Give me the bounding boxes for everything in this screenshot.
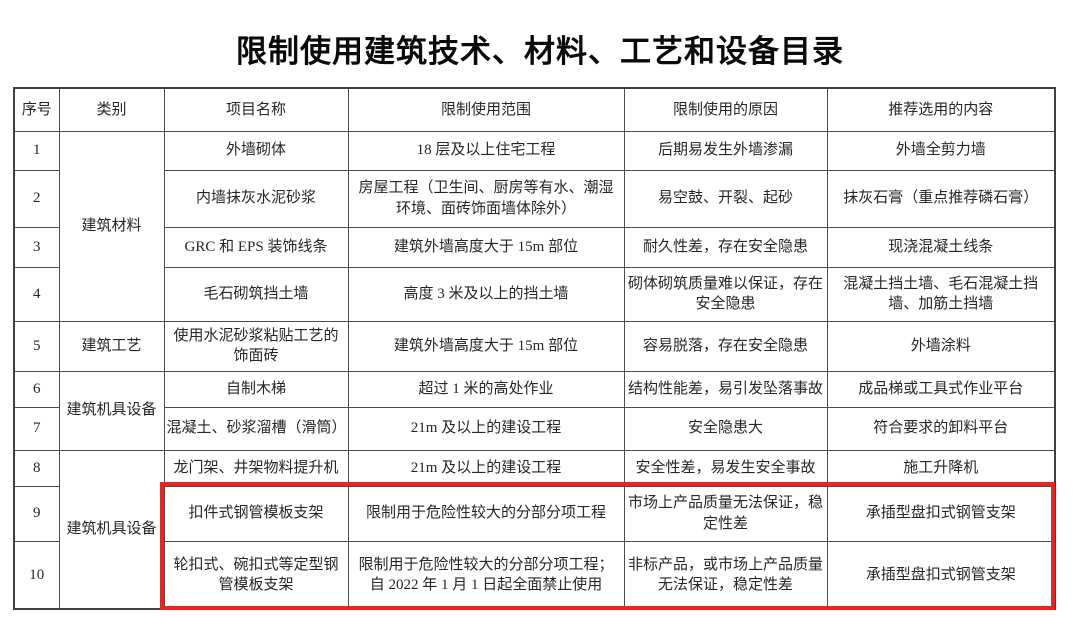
header-row: 序号 类别 项目名称 限制使用范围 限制使用的原因 推荐选用的内容: [13, 87, 1056, 132]
cell-item: 轮扣式、碗扣式等定型钢 管模板支架: [163, 540, 349, 610]
cell-item: 扣件式钢管模板支架: [163, 485, 349, 542]
cell-category-equipment-1: 建筑机具设备: [58, 370, 165, 451]
col-header-recommend: 推荐选用的内容: [826, 87, 1056, 132]
cell-no: 2: [13, 169, 60, 228]
cell-reason: 后期易发生外墙渗漏: [623, 130, 828, 171]
cell-scope: 18 层及以上住宅工程: [347, 130, 625, 171]
table-row: 7 混凝土、砂浆溜槽（滑筒） 21m 及以上的建设工程 安全隐患大 符合要求的卸…: [13, 406, 1056, 451]
cell-recommend: 现浇混凝土线条: [826, 226, 1056, 268]
cell-item: 混凝土、砂浆溜槽（滑筒）: [163, 406, 349, 451]
table-row: 2 内墙抹灰水泥砂浆 房屋工程（卫生间、厨房等有水、潮湿 环境、面砖饰面墙体除外…: [13, 169, 1056, 228]
cell-no: 6: [13, 370, 60, 408]
cell-no: 5: [13, 320, 60, 372]
cell-item: 毛石砌筑挡土墙: [163, 266, 349, 322]
cell-reason: 结构性能差，易引发坠落事故: [623, 370, 828, 408]
table-row: 1 建筑材料 外墙砌体 18 层及以上住宅工程 后期易发生外墙渗漏 外墙全剪力墙: [13, 130, 1056, 322]
cell-no: 10: [13, 540, 60, 610]
cell-no: 8: [13, 449, 60, 487]
cell-reason: 非标产品，或市场上产品质量 无法保证，稳定性差: [623, 540, 828, 610]
cell-reason: 安全隐患大: [623, 406, 828, 451]
cell-reason: 容易脱落，存在安全隐患: [623, 320, 828, 372]
cell-reason: 耐久性差，存在安全隐患: [623, 226, 828, 268]
table-row: 6 建筑机具设备 自制木梯 超过 1 米的高处作业 结构性能差，易引发坠落事故 …: [13, 370, 1056, 451]
cell-item: GRC 和 EPS 装饰线条: [163, 226, 349, 268]
cell-item: 外墙砌体: [163, 130, 349, 171]
cell-reason: 市场上产品质量无法保证，稳 定性差: [623, 485, 828, 542]
cell-recommend: 混凝土挡土墙、毛石混凝土挡 墙、加筋土挡墙: [826, 266, 1056, 322]
cell-recommend: 外墙涂料: [826, 320, 1056, 372]
cell-scope: 限制用于危险性较大的分部分项工程； 自 2022 年 1 月 1 日起全面禁止使…: [347, 540, 625, 610]
col-header-category: 类别: [58, 87, 165, 132]
col-header-item: 项目名称: [163, 87, 349, 132]
cell-category-materials: 建筑材料: [58, 130, 165, 322]
cell-recommend: 承插型盘扣式钢管支架: [826, 540, 1056, 610]
cell-scope: 房屋工程（卫生间、厨房等有水、潮湿 环境、面砖饰面墙体除外）: [347, 169, 625, 228]
cell-item: 使用水泥砂浆粘贴工艺的 饰面砖: [163, 320, 349, 372]
col-header-no: 序号: [13, 87, 60, 132]
table-row: 10 轮扣式、碗扣式等定型钢 管模板支架 限制用于危险性较大的分部分项工程； 自…: [13, 540, 1056, 610]
cell-no: 9: [13, 485, 60, 542]
table-row: 9 扣件式钢管模板支架 限制用于危险性较大的分部分项工程 市场上产品质量无法保证…: [13, 485, 1056, 542]
cell-no: 4: [13, 266, 60, 322]
cell-category-equipment-2: 建筑机具设备: [58, 449, 165, 610]
cell-no: 3: [13, 226, 60, 268]
cell-item: 龙门架、井架物料提升机: [163, 449, 349, 487]
cell-scope: 限制用于危险性较大的分部分项工程: [347, 485, 625, 542]
cell-reason: 易空鼓、开裂、起砂: [623, 169, 828, 228]
table-row: 4 毛石砌筑挡土墙 高度 3 米及以上的挡土墙 砌体砌筑质量难以保证，存在 安全…: [13, 266, 1056, 322]
restricted-catalog-table: 序号 类别 项目名称 限制使用范围 限制使用的原因 推荐选用的内容 1 建筑材料…: [13, 87, 1056, 610]
cell-no: 7: [13, 406, 60, 451]
cell-scope: 21m 及以上的建设工程: [347, 449, 625, 487]
cell-scope: 高度 3 米及以上的挡土墙: [347, 266, 625, 322]
cell-recommend: 成品梯或工具式作业平台: [826, 370, 1056, 408]
cell-recommend: 外墙全剪力墙: [826, 130, 1056, 171]
table-row: 3 GRC 和 EPS 装饰线条 建筑外墙高度大于 15m 部位 耐久性差，存在…: [13, 226, 1056, 268]
cell-reason: 砌体砌筑质量难以保证，存在 安全隐患: [623, 266, 828, 322]
col-header-scope: 限制使用范围: [347, 87, 625, 132]
page-title: 限制使用建筑技术、材料、工艺和设备目录: [236, 34, 844, 69]
cell-scope: 建筑外墙高度大于 15m 部位: [347, 320, 625, 372]
cell-category-process: 建筑工艺: [58, 320, 165, 372]
table-row: 8 建筑机具设备 龙门架、井架物料提升机 21m 及以上的建设工程 安全性差，易…: [13, 449, 1056, 610]
cell-scope: 超过 1 米的高处作业: [347, 370, 625, 408]
cell-reason: 安全性差，易发生安全事故: [623, 449, 828, 487]
cell-recommend: 施工升降机: [826, 449, 1056, 487]
cell-scope: 建筑外墙高度大于 15m 部位: [347, 226, 625, 268]
table-row: 5 建筑工艺 使用水泥砂浆粘贴工艺的 饰面砖 建筑外墙高度大于 15m 部位 容…: [13, 320, 1056, 372]
cell-recommend: 抹灰石膏（重点推荐磷石膏）: [826, 169, 1056, 228]
cell-item: 自制木梯: [163, 370, 349, 408]
cell-no: 1: [13, 130, 60, 171]
cell-recommend: 承插型盘扣式钢管支架: [826, 485, 1056, 542]
cell-scope: 21m 及以上的建设工程: [347, 406, 625, 451]
cell-recommend: 符合要求的卸料平台: [826, 406, 1056, 451]
col-header-reason: 限制使用的原因: [623, 87, 828, 132]
cell-item: 内墙抹灰水泥砂浆: [163, 169, 349, 228]
